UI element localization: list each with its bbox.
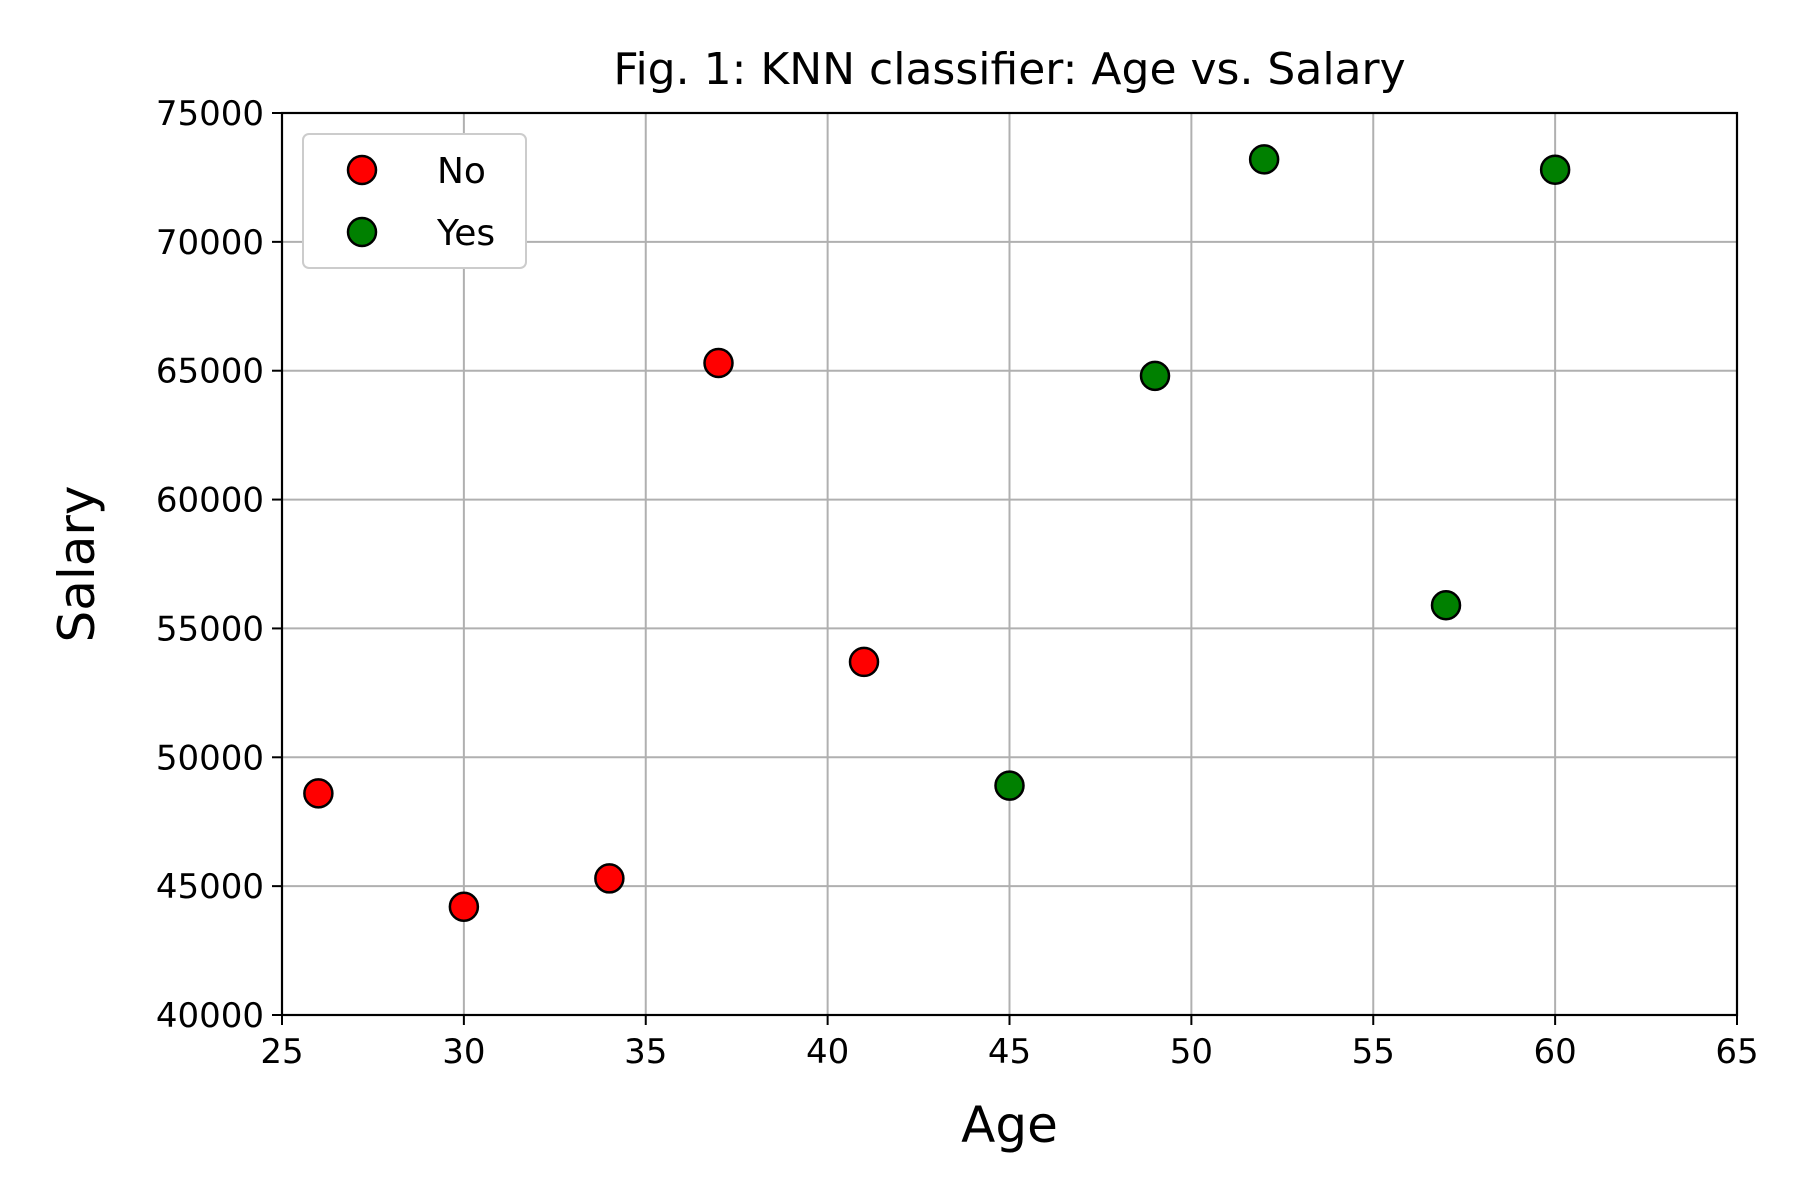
- x-tick-label: 40: [806, 1032, 849, 1072]
- y-axis-title: Salary: [48, 485, 106, 642]
- data-points: [303, 144, 1571, 923]
- y-tick-label: 65000: [156, 352, 264, 392]
- x-tick-label: 25: [260, 1032, 303, 1072]
- legend-label-no: No: [437, 151, 486, 192]
- legend-marker-yes: [346, 216, 378, 248]
- data-point-no: [848, 646, 880, 678]
- y-tick-label: 75000: [156, 94, 264, 134]
- x-tick-label: 30: [442, 1032, 485, 1072]
- data-point-yes: [1139, 360, 1171, 392]
- chart-title: Fig. 1: KNN classifier: Age vs. Salary: [613, 44, 1405, 95]
- y-tick-label: 60000: [156, 481, 264, 521]
- x-tick-label: 45: [988, 1032, 1031, 1072]
- legend-label-yes: Yes: [436, 213, 495, 254]
- x-tick-label: 55: [1352, 1032, 1395, 1072]
- y-tick-label: 40000: [156, 996, 264, 1036]
- data-point-no: [448, 891, 480, 923]
- data-point-yes: [994, 770, 1025, 801]
- x-tick-label: 60: [1533, 1032, 1576, 1072]
- data-point-no: [303, 778, 334, 809]
- x-tick-label: 65: [1715, 1032, 1758, 1072]
- x-tick-label: 35: [624, 1032, 667, 1072]
- y-tick-label: 55000: [156, 609, 264, 649]
- x-tick-label: 50: [1170, 1032, 1213, 1072]
- data-point-yes: [1539, 154, 1571, 185]
- y-tick-label: 70000: [156, 223, 264, 263]
- data-point-no: [703, 347, 734, 379]
- y-tick-label: 50000: [156, 738, 264, 778]
- axis-ticks: 25 30 35 40 45 50 55 60 65 40000 45000 50000 55000 60…: [156, 94, 1759, 1072]
- legend-marker-no: [346, 154, 378, 186]
- data-point-yes: [1430, 589, 1462, 621]
- data-point-yes: [1248, 144, 1280, 175]
- legend: No Yes: [302, 133, 527, 269]
- x-axis-title: Age: [961, 1096, 1058, 1154]
- y-tick-label: 45000: [156, 867, 264, 907]
- data-point-no: [594, 863, 625, 894]
